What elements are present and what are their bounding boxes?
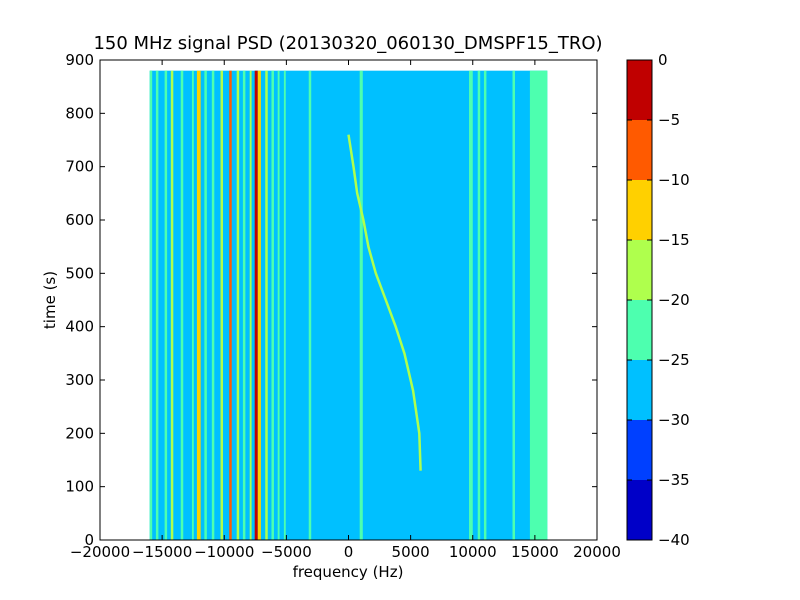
stationary-carrier-line <box>477 70 481 540</box>
y-tick-label: 700 <box>65 158 94 176</box>
stationary-carrier-line <box>242 70 246 540</box>
y-axis-label: time (s) <box>41 271 59 329</box>
y-tick-label: 800 <box>65 104 94 122</box>
x-tick-label: 0 <box>344 543 354 561</box>
colorbar-tick-label: −40 <box>658 531 690 549</box>
colorbar-tick-label: −15 <box>658 231 690 249</box>
doppler-trace <box>347 134 422 471</box>
chart-title: 150 MHz signal PSD (20130320_060130_DMSP… <box>93 33 602 54</box>
colorbar-ticks: 0 −5 −10 −15 −20 −25 −30 −35 −40 <box>627 51 690 549</box>
x-tick-label: 15000 <box>511 543 559 561</box>
x-tick-label: 5000 <box>392 543 430 561</box>
stationary-carrier-line <box>236 70 240 540</box>
x-tick-label: 10000 <box>449 543 497 561</box>
stationary-carrier-line <box>483 70 487 540</box>
colorbar-segment <box>627 480 652 540</box>
y-tick-label: 600 <box>65 211 94 229</box>
stationary-carrier-line <box>196 70 201 540</box>
colorbar-segment <box>627 240 652 300</box>
colorbar-segment <box>627 120 652 180</box>
x-tick-label: −15000 <box>132 543 192 561</box>
stationary-carrier-line <box>254 70 258 540</box>
stationary-carrier-line <box>149 70 153 540</box>
y-axis-ticks: 0 100 200 300 400 500 600 700 800 900 <box>65 51 597 549</box>
y-tick-label: 300 <box>65 371 94 389</box>
x-tick-label: 20000 <box>573 543 621 561</box>
colorbar-tick-label: 0 <box>658 51 668 69</box>
y-tick-label: 500 <box>65 264 94 282</box>
stationary-carrier-line <box>164 70 168 540</box>
heatmap-layer <box>149 70 548 540</box>
stationary-carrier-line <box>229 70 232 540</box>
x-tick-label: −10000 <box>194 543 254 561</box>
x-axis-label: frequency (Hz) <box>293 563 404 581</box>
colorbar-segment <box>627 360 652 420</box>
colorbar-tick-label: −10 <box>658 171 690 189</box>
colorbar-segment <box>627 420 652 480</box>
stationary-carrier-line <box>170 70 174 540</box>
colorbar-tick-label: −20 <box>658 291 690 309</box>
stationary-carrier-line <box>529 70 548 540</box>
y-tick-label: 400 <box>65 318 94 336</box>
y-tick-label: 900 <box>65 51 94 69</box>
stationary-carrier-line <box>512 70 515 540</box>
x-axis-ticks: −20000 −15000 −10000 −5000 0 5000 10000 15000 20… <box>70 60 621 561</box>
colorbar-tick-label: −35 <box>658 471 690 489</box>
stationary-carrier-line <box>191 70 194 540</box>
stationary-carrier-line <box>271 70 274 540</box>
stationary-carrier-line <box>469 70 473 540</box>
stationary-carrier-line <box>220 70 224 540</box>
stationary-carrier-line <box>257 70 261 540</box>
colorbar-segment <box>627 180 652 240</box>
x-tick-label: −5000 <box>261 543 312 561</box>
colorbar-segment <box>627 60 652 120</box>
y-tick-label: 100 <box>65 478 94 496</box>
heatmap-background <box>149 70 548 540</box>
x-tick-label: −20000 <box>70 543 130 561</box>
stationary-carrier-line <box>204 70 207 540</box>
stationary-carrier-line <box>155 70 159 540</box>
y-tick-label: 0 <box>84 531 94 549</box>
colorbar-tick-label: −25 <box>658 351 690 369</box>
y-tick-label: 200 <box>65 424 94 442</box>
stationary-carrier-line <box>211 70 215 540</box>
stationary-carrier-line <box>265 70 268 540</box>
colorbar-segment <box>627 300 652 360</box>
stationary-carrier-line <box>249 70 252 540</box>
stationary-carrier-line <box>277 70 280 540</box>
colorbar <box>627 60 652 540</box>
stationary-carrier-line <box>283 70 286 540</box>
stationary-carrier-line <box>308 70 312 540</box>
colorbar-tick-label: −5 <box>658 111 680 129</box>
stationary-carrier-line <box>359 70 363 540</box>
stationary-carrier-line <box>180 70 184 540</box>
colorbar-tick-label: −30 <box>658 411 690 429</box>
